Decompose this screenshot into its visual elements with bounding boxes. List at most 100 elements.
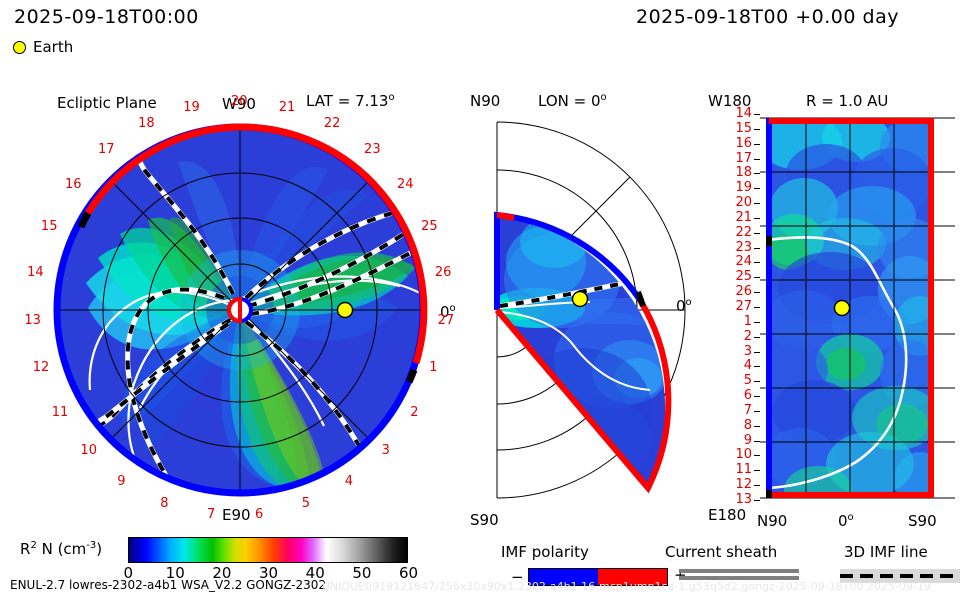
meridional-lon-text: LON = 0 [538, 92, 601, 110]
synoptic-y-tick-mark [754, 396, 760, 398]
colorbar-tick: 30 [259, 564, 279, 582]
synoptic-y-tick-mark [754, 351, 760, 353]
synoptic-y-tick: 6 [743, 388, 752, 404]
synoptic-y-tick-mark [754, 143, 760, 145]
synoptic-y-tick-mark [754, 381, 760, 383]
synoptic-y-tick: 16 [735, 135, 752, 151]
synoptic-y-tick-mark [754, 440, 760, 442]
synoptic-xtick-n90: N90 [757, 512, 788, 530]
synoptic-y-tick: 1 [743, 313, 752, 329]
synoptic-y-tick: 20 [735, 195, 752, 211]
colorbar-gradient [128, 537, 408, 563]
synoptic-y-tick: 4 [743, 358, 752, 374]
meridional-earth-marker [571, 290, 589, 308]
colorbar-label: R2 N (cm-3) [20, 540, 102, 558]
colorbar-tick: 60 [399, 564, 419, 582]
synoptic-y-tick-mark [754, 410, 760, 412]
ecliptic-density-field [73, 151, 423, 493]
synoptic-panel-title: R = 1.0 AU [806, 92, 889, 110]
synoptic-y-tick: 21 [735, 209, 752, 225]
colorbar-tick-labels: 0 10 20 30 40 50 60 [118, 564, 428, 586]
synoptic-y-tick: 12 [735, 477, 752, 493]
degree-superscript: o [388, 92, 395, 103]
legend-imf-polarity-title: IMF polarity [501, 543, 589, 561]
synoptic-y-tick-mark [754, 114, 760, 115]
synoptic-y-tick: 13 [735, 492, 752, 507]
synoptic-y-tick: 8 [743, 417, 752, 433]
meridional-plane-plot [494, 121, 686, 499]
synoptic-y-tick-mark [754, 262, 760, 264]
legend-imf-line-swatch [840, 569, 960, 583]
synoptic-y-tick-mark [754, 173, 760, 175]
colorbar-tick: 0 [123, 564, 134, 582]
synoptic-y-tick: 18 [735, 165, 752, 181]
synoptic-y-tick-mark [754, 336, 760, 338]
synoptic-y-tick: 26 [735, 284, 752, 300]
synoptic-y-tick: 15 [735, 120, 752, 136]
earth-dot-icon [13, 41, 26, 54]
synoptic-y-tick-mark [754, 292, 760, 294]
legend-imf-minus: − [511, 568, 524, 586]
header-datetime-right: 2025-09-18T00 +0.00 day [636, 6, 899, 28]
degree-superscript: o [449, 303, 456, 314]
colorbar-tick: 20 [212, 564, 232, 582]
ecliptic-plane-plot [53, 123, 428, 497]
legend-current-sheath-swatch [679, 569, 799, 580]
synoptic-y-tick-mark [754, 128, 760, 130]
meridional-lon-annotation: LON = 0o [538, 92, 607, 110]
synoptic-y-tick: 27 [735, 299, 752, 314]
degree-superscript: o [847, 512, 854, 523]
synoptic-bottom-label: E180 [708, 506, 747, 524]
header-datetime-left: 2025-09-18T00:00 [14, 6, 199, 28]
colorbar-tick: 40 [305, 564, 325, 582]
synoptic-y-tick-mark [754, 203, 760, 205]
synoptic-y-tick: 5 [743, 373, 752, 389]
synoptic-xtick-s90: S90 [908, 512, 937, 530]
ecliptic-lat-text: LAT = 7.13 [306, 92, 389, 110]
earth-legend-marker [13, 41, 26, 54]
synoptic-y-tick: 9 [743, 432, 752, 448]
colorbar-label-unit-exp: -3 [86, 540, 97, 551]
synoptic-y-tick-mark [754, 366, 760, 368]
synoptic-y-tick: 23 [735, 239, 752, 255]
ecliptic-top-label: W90 [222, 95, 256, 113]
sheath-line-top [679, 569, 799, 573]
ecliptic-ring-positive-2 [81, 123, 241, 220]
meridional-boundary-positive [494, 298, 672, 494]
synoptic-y-tick: 24 [735, 254, 752, 270]
synoptic-y-tick-mark [754, 232, 760, 234]
legend-imf-line-title: 3D IMF line [844, 543, 928, 561]
legend-current-sheath-title: Current sheath [665, 543, 778, 561]
synoptic-y-tick: 14 [735, 106, 752, 121]
synoptic-y-tick-mark [754, 485, 760, 487]
legend-imf-polarity-bar [528, 568, 668, 586]
colorbar-tick: 50 [352, 564, 372, 582]
ecliptic-lat-annotation: LAT = 7.13o [306, 92, 395, 110]
synoptic-y-tick: 19 [735, 180, 752, 196]
imf-dash-icon [840, 574, 960, 578]
colorbar-label-exp: 2 [30, 540, 37, 551]
synoptic-top-label: W180 [708, 92, 752, 110]
synoptic-y-tick-mark [754, 188, 760, 190]
colorbar-label-n: N (cm [36, 540, 87, 558]
footer-watermark: UNIQUE0919121647/256x30x90x1.2302-a4b1.1… [322, 580, 931, 593]
earth-legend-label: Earth [33, 38, 74, 56]
meridional-right-label: 0o [676, 297, 692, 315]
ecliptic-right-zero: 0 [440, 303, 450, 321]
synoptic-y-tick: 7 [743, 402, 752, 418]
synoptic-y-tick: 17 [735, 150, 752, 166]
synoptic-y-tick: 2 [743, 328, 752, 344]
synoptic-y-tick-mark [754, 425, 760, 427]
meridional-top-label: N90 [470, 92, 501, 110]
synoptic-y-tick-mark [754, 321, 760, 323]
colorbar-label-close: ) [96, 540, 103, 558]
colorbar-tick: 10 [165, 564, 185, 582]
synoptic-y-tick-mark [754, 455, 760, 457]
synoptic-1au-plot [760, 117, 955, 499]
degree-superscript: o [600, 92, 607, 103]
ecliptic-polarity-ring [53, 123, 428, 497]
synoptic-density-field [766, 118, 934, 498]
colorbar-label-r: R [20, 540, 31, 558]
synoptic-earth-marker [833, 299, 851, 317]
synoptic-xtick-zero: 0o [838, 512, 854, 530]
